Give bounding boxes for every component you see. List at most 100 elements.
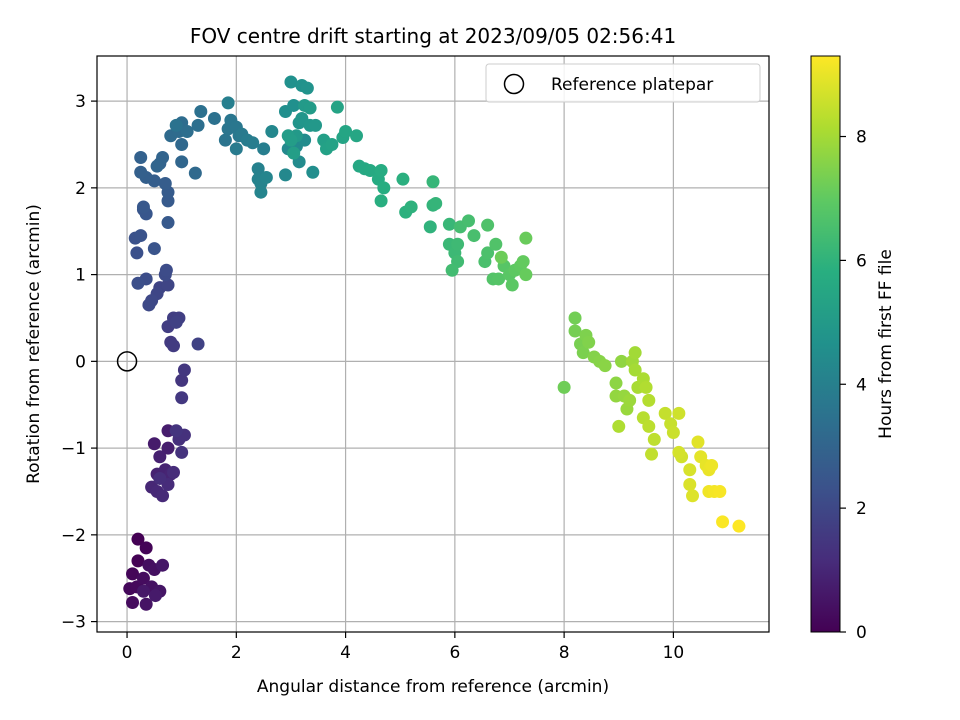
data-point [481,218,495,232]
data-point [153,450,167,464]
data-point [148,589,162,603]
data-point [218,133,232,147]
data-point [169,315,183,329]
data-point [251,162,265,176]
data-point [139,597,153,611]
reference-marker [116,351,138,372]
data-point [134,150,148,164]
data-point [462,214,476,228]
y-tick-label: 1 [75,266,86,286]
data-point [136,200,150,214]
data-point [175,373,189,387]
data-point [259,170,273,184]
data-point [647,432,661,446]
data-point [177,363,191,377]
data-point [153,471,167,485]
data-point [686,489,700,503]
data-point [568,311,582,325]
data-point [713,484,727,498]
data-point [136,571,150,585]
data-point [623,393,637,407]
data-point [161,278,175,292]
data-point [691,435,705,449]
data-point [303,101,317,115]
data-point [131,532,145,546]
colorbar-tick-label: 4 [856,375,867,395]
data-point [158,177,172,191]
data-point [642,419,656,433]
data-point [300,81,314,95]
data-point [429,196,443,210]
data-point [568,324,582,338]
y-axis-ticks: −3 −2 −1 0 1 2 3 [61,92,97,633]
data-point [505,278,519,292]
data-point [284,133,298,147]
data-point [175,155,189,169]
data-point [142,298,156,312]
x-tick-label: 0 [122,643,133,663]
data-point [732,519,746,533]
data-point [374,164,388,178]
data-point [374,194,388,208]
data-point [519,268,533,282]
data-point [666,425,680,439]
data-point [175,445,189,459]
data-point [134,165,148,179]
data-point [609,376,623,390]
data-point [147,242,161,256]
data-point [254,185,268,199]
data-point [467,229,481,243]
data-point [672,406,686,420]
data-point [229,142,243,156]
data-point [442,217,456,231]
data-point [159,263,173,277]
x-tick-label: 6 [449,643,460,663]
data-point [582,335,596,349]
data-point [639,380,653,394]
y-tick-label: −1 [61,439,86,459]
data-point [161,216,175,230]
data-point [188,166,202,180]
data-point [147,437,161,451]
data-point [169,424,183,438]
data-point [628,363,642,377]
data-point [519,231,533,245]
data-point [363,164,377,178]
x-tick-label: 4 [340,643,351,663]
data-points [116,75,746,611]
x-axis-ticks: 0 2 4 6 8 10 [122,632,684,663]
data-point [180,124,194,138]
colorbar-tick-label: 6 [856,251,867,271]
data-point [130,246,144,260]
colorbar-ticks: 0 2 4 6 8 [840,128,867,643]
data-point [156,558,170,572]
data-point [451,237,465,251]
data-point [645,447,659,461]
y-tick-label: −3 [61,613,86,633]
data-point [683,478,697,492]
x-tick-label: 2 [231,643,242,663]
legend-reference-marker [503,73,525,95]
data-point [426,175,440,189]
data-point [489,237,503,251]
data-point [598,359,612,373]
data-point [377,181,391,195]
data-point [175,391,189,405]
colorbar-label: Hours from first FF file [876,249,896,439]
colorbar-gradient [810,55,841,633]
data-point [557,380,571,394]
data-point [191,337,205,351]
data-point [139,541,153,555]
data-point [194,105,208,119]
x-tick-label: 8 [559,643,570,663]
data-point [309,118,323,132]
data-point [642,393,656,407]
colorbar-tick-label: 0 [856,623,867,643]
data-point [156,489,170,503]
data-point [166,339,180,353]
y-axis-label: Rotation from reference (arcmin) [24,204,44,484]
y-tick-label: 2 [75,179,86,199]
data-point [423,220,437,234]
y-tick-label: −2 [61,526,86,546]
